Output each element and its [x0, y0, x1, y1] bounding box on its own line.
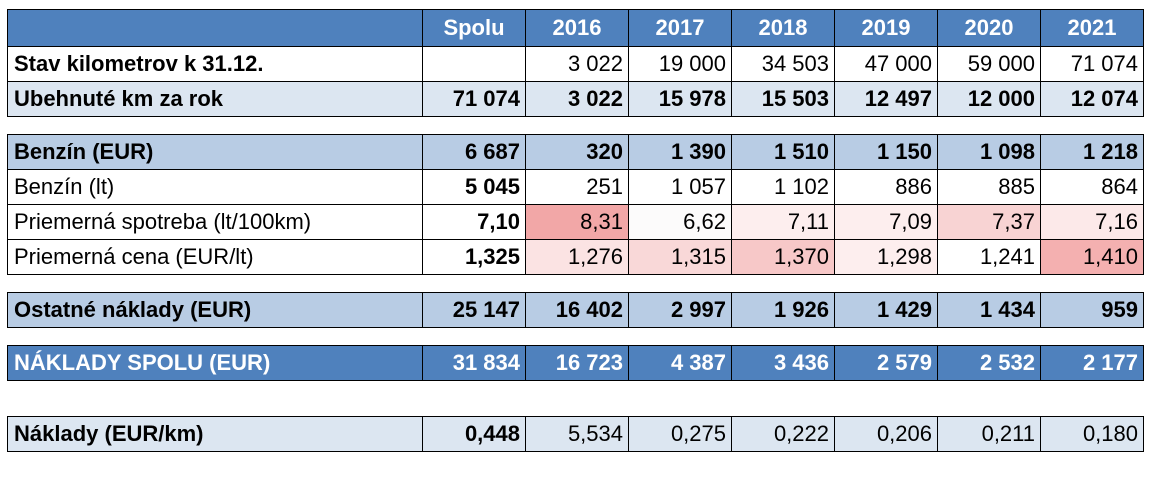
row-label: Ubehnuté km za rok	[7, 81, 423, 117]
row-value: 885	[937, 169, 1041, 205]
row-value: 1 434	[937, 292, 1041, 328]
row-value: 0,211	[937, 416, 1041, 452]
row-value: 71 074	[1040, 46, 1144, 82]
car-cost-table: Spolu 2016 2017 2018 2019 2020 2021 Stav…	[7, 9, 1144, 452]
row-value: 6,62	[628, 204, 732, 240]
costs-total-row: NÁKLADY SPOLU (EUR) 31 834 16 723 4 387 …	[7, 345, 1144, 381]
row-value: 1 102	[731, 169, 835, 205]
row-value: 4 387	[628, 345, 732, 381]
row-value: 2 532	[937, 345, 1041, 381]
header-row: Spolu 2016 2017 2018 2019 2020 2021	[7, 9, 1144, 47]
header-corner-cell	[7, 9, 423, 47]
spacer-row	[7, 116, 1144, 135]
row-label: Benzín (EUR)	[7, 134, 423, 170]
row-value: 7,09	[834, 204, 938, 240]
row-value: 1 429	[834, 292, 938, 328]
row-value: 959	[1040, 292, 1144, 328]
row-value: 1,241	[937, 239, 1041, 275]
header-year-cell: 2020	[937, 9, 1041, 47]
row-value: 47 000	[834, 46, 938, 82]
cost-table-container: Spolu 2016 2017 2018 2019 2020 2021 Stav…	[7, 9, 1144, 452]
row-value: 2 579	[834, 345, 938, 381]
row-label: Benzín (lt)	[7, 169, 423, 205]
row-value: 1 150	[834, 134, 938, 170]
row-value: 5,534	[525, 416, 629, 452]
row-total: 6 687	[422, 134, 526, 170]
row-value: 864	[1040, 169, 1144, 205]
row-value: 0,206	[834, 416, 938, 452]
km-year-row: Ubehnuté km za rok 71 074 3 022 15 978 1…	[7, 81, 1144, 117]
row-value: 19 000	[628, 46, 732, 82]
row-value: 59 000	[937, 46, 1041, 82]
row-value: 320	[525, 134, 629, 170]
row-value: 16 723	[525, 345, 629, 381]
spacer-row	[7, 274, 1144, 293]
header-year-cell: 2018	[731, 9, 835, 47]
spacer-row	[7, 327, 1144, 346]
row-value: 1 926	[731, 292, 835, 328]
row-total: 25 147	[422, 292, 526, 328]
row-value: 2 177	[1040, 345, 1144, 381]
row-value: 1 098	[937, 134, 1041, 170]
row-value: 7,11	[731, 204, 835, 240]
row-value: 1,370	[731, 239, 835, 275]
row-value: 1 390	[628, 134, 732, 170]
header-year-cell: 2016	[525, 9, 629, 47]
row-label: Stav kilometrov k 31.12.	[7, 46, 423, 82]
row-value: 1,276	[525, 239, 629, 275]
row-value: 34 503	[731, 46, 835, 82]
row-label: Ostatné náklady (EUR)	[7, 292, 423, 328]
spacer-row	[7, 380, 1144, 417]
row-value: 15 503	[731, 81, 835, 117]
row-total: 71 074	[422, 81, 526, 117]
row-value: 1,298	[834, 239, 938, 275]
row-value: 12 074	[1040, 81, 1144, 117]
price-row: Priemerná cena (EUR/lt) 1,325 1,276 1,31…	[7, 239, 1144, 275]
fuel-lt-row: Benzín (lt) 5 045 251 1 057 1 102 886 88…	[7, 169, 1144, 205]
row-value: 12 000	[937, 81, 1041, 117]
row-value: 2 997	[628, 292, 732, 328]
row-value: 0,222	[731, 416, 835, 452]
header-year-cell: 2021	[1040, 9, 1144, 47]
row-value: 1,315	[628, 239, 732, 275]
row-value: 7,37	[937, 204, 1041, 240]
row-value: 7,16	[1040, 204, 1144, 240]
row-total: 7,10	[422, 204, 526, 240]
header-year-cell: 2019	[834, 9, 938, 47]
row-value: 12 497	[834, 81, 938, 117]
row-value: 16 402	[525, 292, 629, 328]
header-total-cell: Spolu	[422, 9, 526, 47]
row-value: 886	[834, 169, 938, 205]
row-value: 3 022	[525, 46, 629, 82]
row-total: 31 834	[422, 345, 526, 381]
row-value: 1,410	[1040, 239, 1144, 275]
row-total: 1,325	[422, 239, 526, 275]
row-label: Priemerná cena (EUR/lt)	[7, 239, 423, 275]
row-value: 3 436	[731, 345, 835, 381]
row-value: 0,275	[628, 416, 732, 452]
header-year-cell: 2017	[628, 9, 732, 47]
row-value: 0,180	[1040, 416, 1144, 452]
row-value: 251	[525, 169, 629, 205]
row-value: 1 510	[731, 134, 835, 170]
row-label: Náklady (EUR/km)	[7, 416, 423, 452]
row-total	[422, 46, 526, 82]
row-total: 0,448	[422, 416, 526, 452]
row-label: NÁKLADY SPOLU (EUR)	[7, 345, 423, 381]
row-total: 5 045	[422, 169, 526, 205]
consumption-row: Priemerná spotreba (lt/100km) 7,10 8,31 …	[7, 204, 1144, 240]
row-value: 1 057	[628, 169, 732, 205]
other-costs-row: Ostatné náklady (EUR) 25 147 16 402 2 99…	[7, 292, 1144, 328]
row-value: 3 022	[525, 81, 629, 117]
km-state-row: Stav kilometrov k 31.12. 3 022 19 000 34…	[7, 46, 1144, 82]
row-value: 8,31	[525, 204, 629, 240]
row-value: 15 978	[628, 81, 732, 117]
row-label: Priemerná spotreba (lt/100km)	[7, 204, 423, 240]
fuel-eur-row: Benzín (EUR) 6 687 320 1 390 1 510 1 150…	[7, 134, 1144, 170]
cost-per-km-row: Náklady (EUR/km) 0,448 5,534 0,275 0,222…	[7, 416, 1144, 452]
row-value: 1 218	[1040, 134, 1144, 170]
